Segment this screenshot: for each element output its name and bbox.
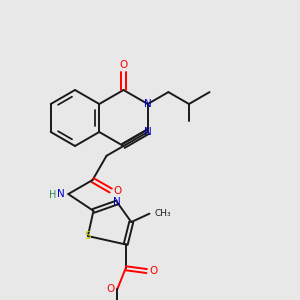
Text: H: H	[49, 190, 56, 200]
Text: N: N	[144, 127, 152, 137]
Text: O: O	[119, 60, 128, 70]
Text: O: O	[114, 185, 122, 196]
Text: O: O	[106, 284, 114, 294]
Text: CH₃: CH₃	[154, 209, 171, 218]
Text: S: S	[85, 231, 91, 241]
Text: N: N	[113, 197, 121, 207]
Text: N: N	[144, 99, 152, 109]
Text: O: O	[149, 266, 158, 276]
Text: N: N	[57, 189, 65, 199]
